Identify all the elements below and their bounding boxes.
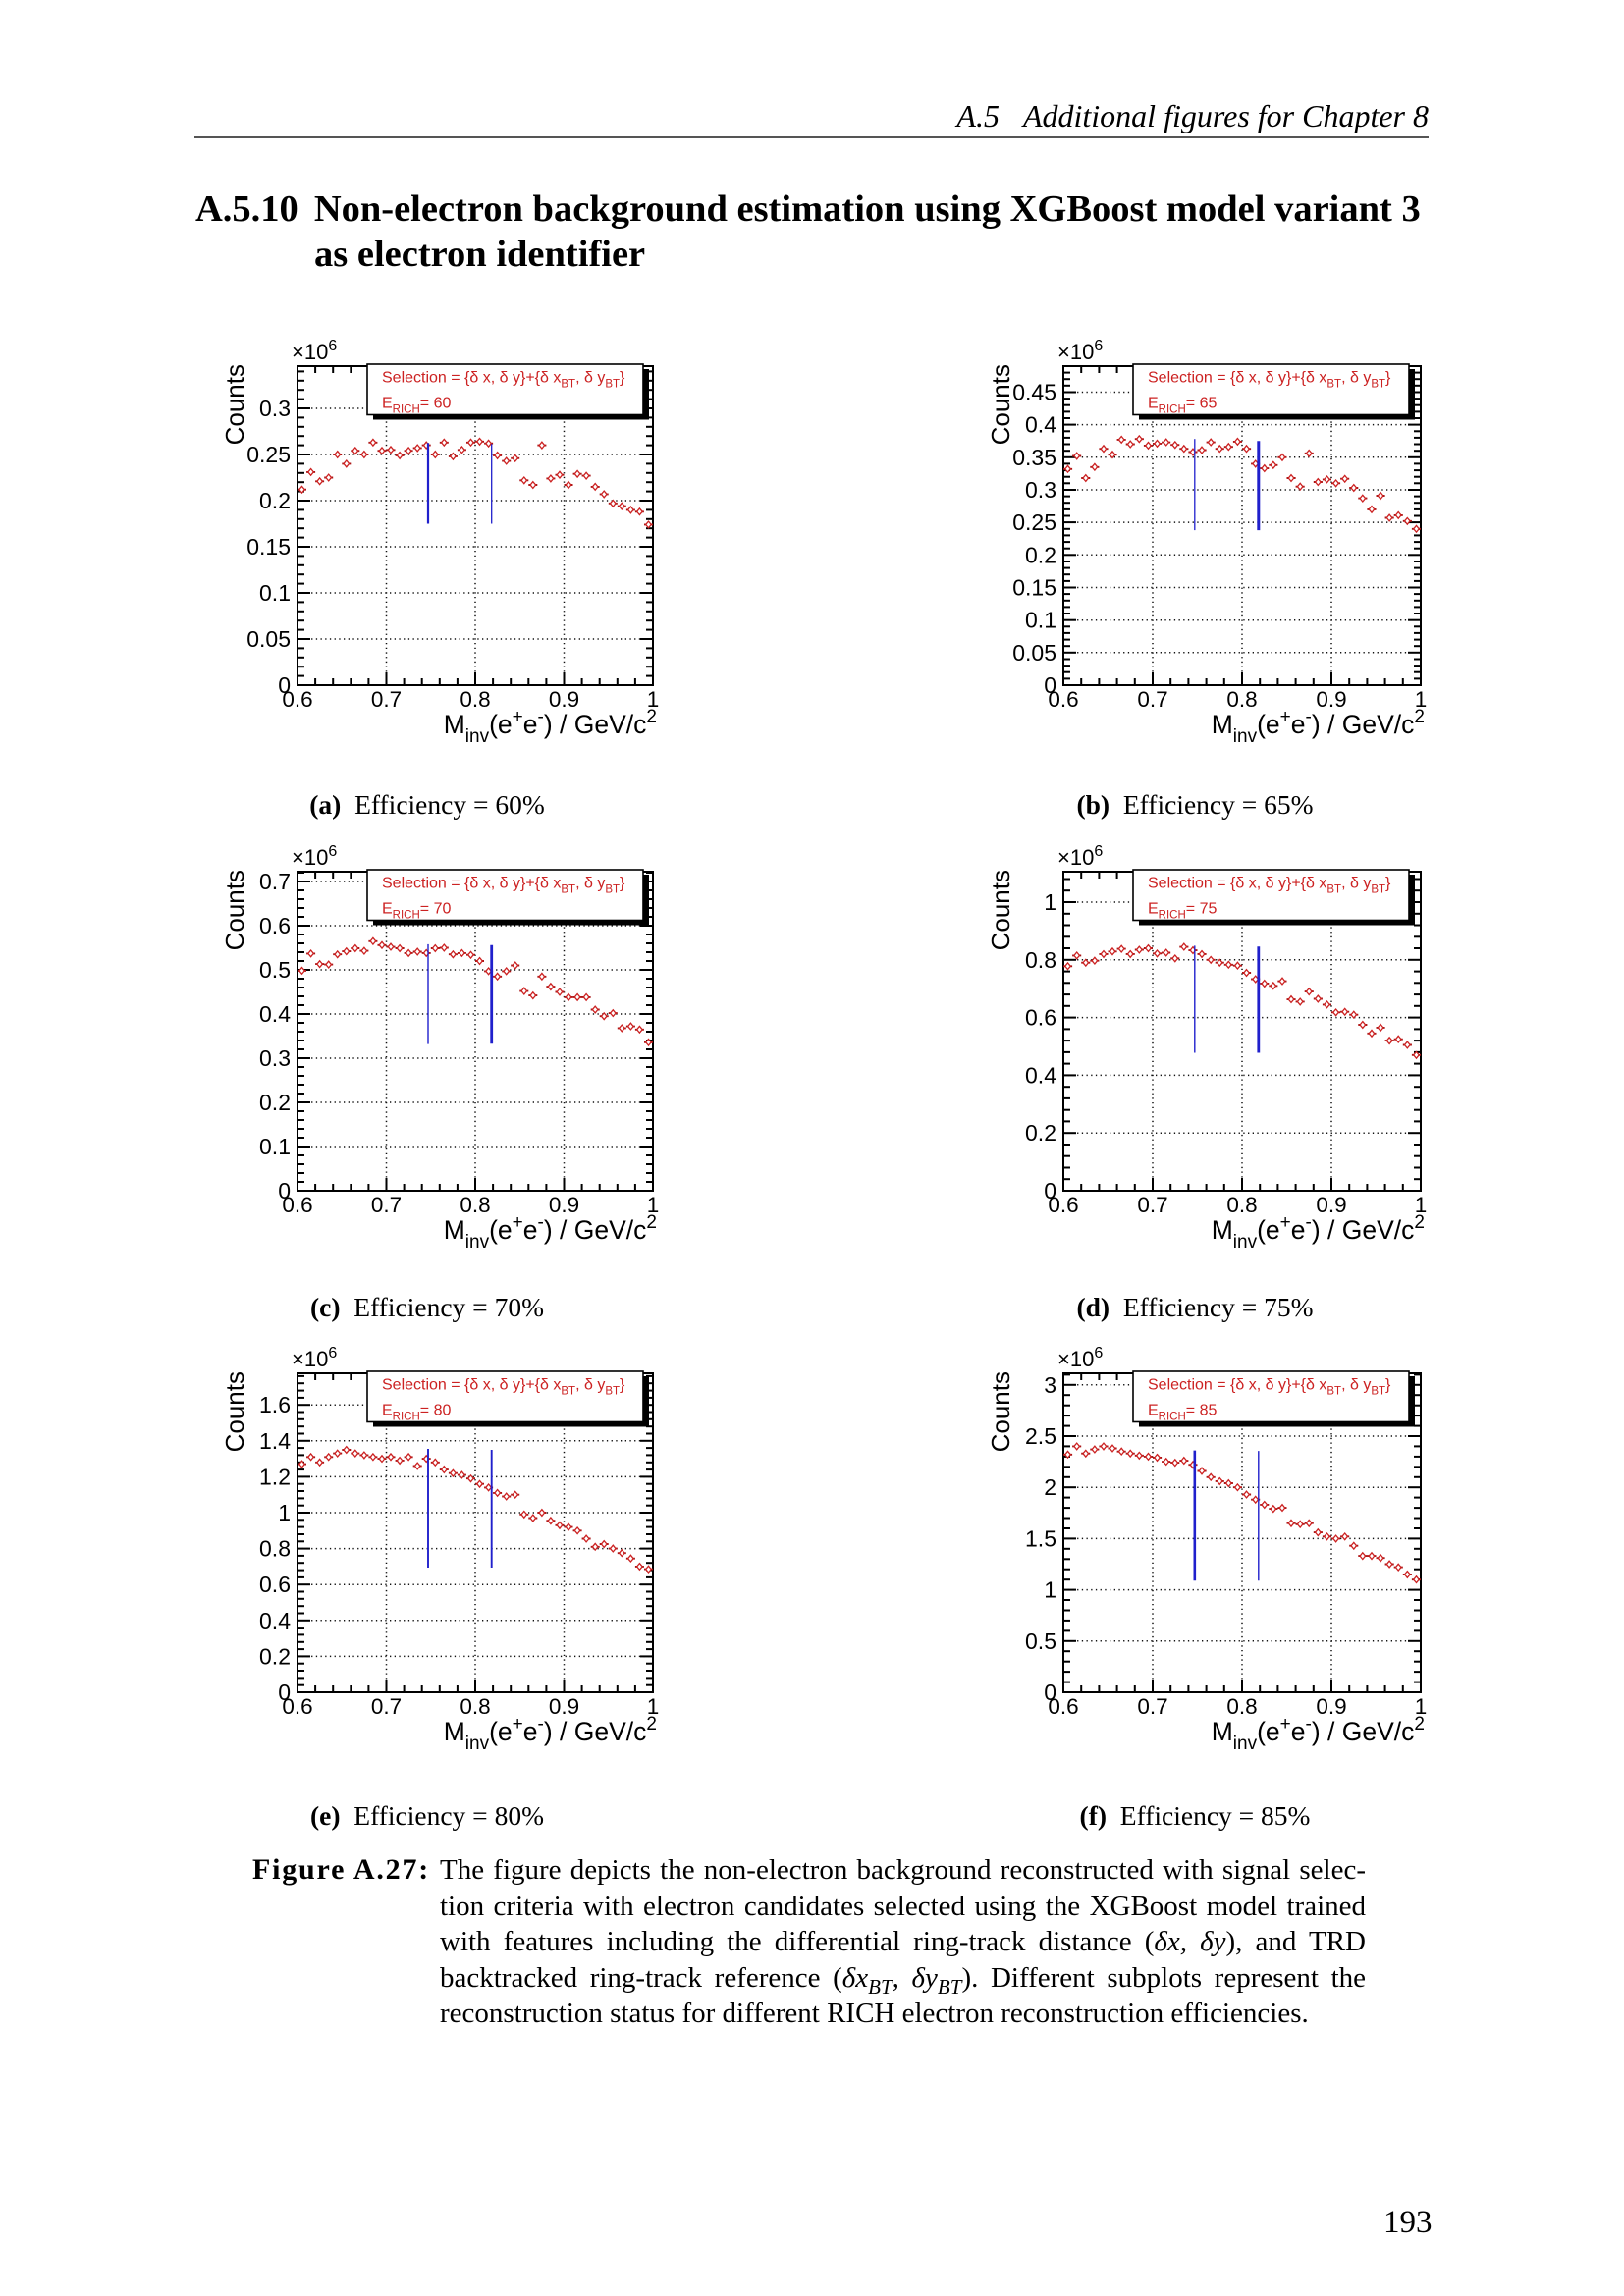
svg-text:0.9: 0.9 — [1316, 1193, 1346, 1217]
svg-text:0.9: 0.9 — [549, 687, 579, 712]
svg-text:0.25: 0.25 — [246, 442, 291, 467]
svg-text:×106: ×106 — [292, 338, 337, 364]
svg-text:0.6: 0.6 — [282, 1694, 312, 1719]
svg-text:0.7: 0.7 — [371, 1193, 402, 1217]
svg-text:0.9: 0.9 — [1316, 1694, 1346, 1719]
svg-text:0.05: 0.05 — [1012, 640, 1056, 666]
svg-text:0.4: 0.4 — [259, 1608, 291, 1633]
svg-text:0: 0 — [278, 672, 291, 698]
svg-text:0.8: 0.8 — [460, 687, 490, 712]
svg-text:0.6: 0.6 — [259, 913, 291, 938]
svg-text:1: 1 — [647, 687, 660, 712]
svg-text:×106: ×106 — [1057, 843, 1103, 870]
svg-text:0.6: 0.6 — [1048, 1694, 1078, 1719]
svg-text:Minv(e+e-) / GeV/c2: Minv(e+e-) / GeV/c2 — [1212, 707, 1425, 747]
svg-text:2.5: 2.5 — [1025, 1423, 1056, 1449]
svg-text:0.9: 0.9 — [549, 1694, 579, 1719]
svg-text:0.8: 0.8 — [1226, 687, 1257, 712]
svg-text:0.5: 0.5 — [1025, 1629, 1056, 1654]
svg-text:×106: ×106 — [292, 843, 337, 870]
svg-text:0.7: 0.7 — [371, 1694, 402, 1719]
svg-text:0.1: 0.1 — [259, 1134, 291, 1159]
svg-text:0.4: 0.4 — [1025, 1062, 1056, 1088]
svg-text:1: 1 — [647, 1694, 660, 1719]
svg-text:1: 1 — [1415, 1694, 1428, 1719]
svg-text:0.7: 0.7 — [259, 869, 291, 894]
svg-text:0.7: 0.7 — [1137, 1694, 1167, 1719]
svg-text:0.1: 0.1 — [259, 580, 291, 606]
svg-text:×106: ×106 — [292, 1345, 337, 1371]
svg-text:0: 0 — [1044, 672, 1056, 698]
svg-text:Counts: Counts — [220, 364, 249, 445]
svg-text:0.2: 0.2 — [259, 488, 291, 513]
svg-text:0.8: 0.8 — [1226, 1193, 1257, 1217]
svg-text:0.6: 0.6 — [1025, 1005, 1056, 1031]
svg-text:0.2: 0.2 — [259, 1090, 291, 1115]
svg-text:2: 2 — [1044, 1474, 1056, 1500]
svg-text:0: 0 — [1044, 1680, 1056, 1705]
svg-text:1: 1 — [278, 1500, 291, 1525]
svg-text:Minv(e+e-) / GeV/c2: Minv(e+e-) / GeV/c2 — [1212, 1714, 1425, 1754]
svg-text:0.8: 0.8 — [259, 1536, 291, 1562]
svg-text:1: 1 — [1415, 687, 1428, 712]
svg-text:0.6: 0.6 — [282, 1193, 312, 1217]
svg-text:0.8: 0.8 — [460, 1193, 490, 1217]
svg-text:Counts: Counts — [220, 870, 249, 950]
svg-text:1.6: 1.6 — [259, 1392, 291, 1417]
svg-text:0.6: 0.6 — [282, 687, 312, 712]
svg-text:0.7: 0.7 — [1137, 687, 1167, 712]
svg-text:1.4: 1.4 — [259, 1428, 291, 1454]
svg-text:Minv(e+e-) / GeV/c2: Minv(e+e-) / GeV/c2 — [444, 707, 657, 747]
svg-text:1: 1 — [1044, 889, 1056, 915]
svg-text:1: 1 — [1044, 1577, 1056, 1603]
svg-text:0.7: 0.7 — [371, 687, 402, 712]
svg-text:0.7: 0.7 — [1137, 1193, 1167, 1217]
svg-text:0.4: 0.4 — [259, 1001, 291, 1027]
svg-text:1: 1 — [647, 1193, 660, 1217]
svg-text:0.1: 0.1 — [1025, 608, 1056, 633]
svg-text:0.05: 0.05 — [246, 626, 291, 652]
svg-text:0.4: 0.4 — [1025, 412, 1056, 438]
svg-text:0.3: 0.3 — [259, 1045, 291, 1071]
svg-text:0.3: 0.3 — [1025, 477, 1056, 503]
svg-text:×106: ×106 — [1057, 1345, 1103, 1371]
svg-text:1.2: 1.2 — [259, 1464, 291, 1489]
svg-text:Counts: Counts — [986, 870, 1015, 950]
svg-text:Counts: Counts — [986, 1371, 1015, 1452]
svg-text:0.9: 0.9 — [1316, 687, 1346, 712]
svg-text:0.25: 0.25 — [1012, 509, 1056, 535]
svg-text:0.9: 0.9 — [549, 1193, 579, 1217]
svg-text:Counts: Counts — [220, 1371, 249, 1452]
svg-text:1: 1 — [1415, 1193, 1428, 1217]
svg-text:0.8: 0.8 — [1226, 1694, 1257, 1719]
svg-text:0.6: 0.6 — [259, 1572, 291, 1597]
svg-text:0.2: 0.2 — [1025, 1120, 1056, 1146]
svg-text:3: 3 — [1044, 1372, 1056, 1398]
svg-text:0: 0 — [278, 1680, 291, 1705]
svg-text:0: 0 — [1044, 1178, 1056, 1203]
svg-text:1.5: 1.5 — [1025, 1525, 1056, 1551]
svg-text:0.3: 0.3 — [259, 396, 291, 421]
svg-text:0.6: 0.6 — [1048, 1193, 1078, 1217]
svg-text:0.2: 0.2 — [1025, 542, 1056, 567]
svg-text:Minv(e+e-) / GeV/c2: Minv(e+e-) / GeV/c2 — [1212, 1212, 1425, 1253]
svg-text:0.8: 0.8 — [1025, 947, 1056, 973]
svg-text:0.15: 0.15 — [1012, 575, 1056, 601]
svg-text:0: 0 — [278, 1178, 291, 1203]
svg-text:0.8: 0.8 — [460, 1694, 490, 1719]
svg-text:Counts: Counts — [986, 364, 1015, 445]
svg-text:0.6: 0.6 — [1048, 687, 1078, 712]
svg-text:0.2: 0.2 — [259, 1643, 291, 1669]
svg-text:0.45: 0.45 — [1012, 380, 1056, 405]
svg-text:Minv(e+e-) / GeV/c2: Minv(e+e-) / GeV/c2 — [444, 1714, 657, 1754]
svg-text:0.35: 0.35 — [1012, 445, 1056, 470]
svg-text:×106: ×106 — [1057, 338, 1103, 364]
svg-text:0.15: 0.15 — [246, 534, 291, 560]
svg-text:0.5: 0.5 — [259, 957, 291, 983]
svg-text:Minv(e+e-) / GeV/c2: Minv(e+e-) / GeV/c2 — [444, 1212, 657, 1253]
